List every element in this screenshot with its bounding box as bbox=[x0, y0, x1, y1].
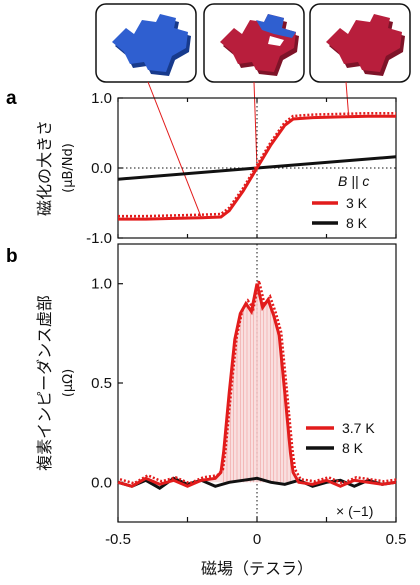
inset-panel-all-blue bbox=[95, 3, 197, 83]
panel-a-ytick-label: -1.0 bbox=[86, 230, 112, 247]
inset-connector-3 bbox=[345, 81, 350, 117]
panel-b-xlabel: 磁場（テスラ） bbox=[201, 559, 313, 578]
panel-a-series-3k-sweep bbox=[118, 111, 396, 218]
inset-connector-1 bbox=[147, 81, 202, 218]
panel-b-legend-label: 8 K bbox=[342, 440, 364, 456]
inset-panel-mixed bbox=[203, 3, 305, 83]
panel-a-ticks bbox=[117, 97, 397, 239]
panel-a-letter: a bbox=[6, 88, 17, 109]
panel-b-chart: 1.0 0.5 0.0 -0.5 0 0.5 × (−1) 3.7 K 8 K bbox=[91, 243, 406, 548]
panel-b-legend-label: 3.7 K bbox=[342, 420, 375, 436]
panel-b-ytick-label: 0.0 bbox=[91, 474, 112, 491]
panel-a-chart: 1.00.0-1.0 B || c 3 K8 K bbox=[86, 90, 397, 247]
panel-a-ylabel: 磁化の大きさ bbox=[35, 120, 54, 216]
panel-b-xtick-label: 0 bbox=[253, 531, 261, 548]
panel-a-tick-labels: 1.0 0.0 -1.0 bbox=[86, 90, 112, 247]
panel-a-series bbox=[117, 111, 397, 221]
panel-b-series-8k bbox=[117, 476, 397, 490]
domain-insets bbox=[95, 3, 411, 83]
panel-b-fill bbox=[118, 283, 396, 483]
panel-a-ytick-label: 0.0 bbox=[91, 160, 112, 177]
panel-a-ytick-label: 1.0 bbox=[91, 90, 112, 107]
inset-panel-all-red bbox=[309, 3, 411, 83]
domain-wall-gap bbox=[268, 36, 284, 46]
panel-b-yunit: (μΩ) bbox=[61, 369, 76, 397]
panel-a-legend-label: 8 K bbox=[346, 215, 368, 231]
panel-b-tick-labels: 1.0 0.5 0.0 -0.5 0 0.5 bbox=[91, 276, 406, 548]
panel-b-ytick-label: 0.5 bbox=[91, 375, 112, 392]
panel-a-annotation: B || c bbox=[338, 173, 369, 189]
panel-b-series-3-7k bbox=[117, 283, 397, 488]
panel-b-ytick-label: 1.0 bbox=[91, 276, 112, 293]
blue-domain-remnant bbox=[256, 14, 296, 38]
panel-b-xtick-label: 0.5 bbox=[386, 531, 407, 548]
panel-a-legend: 3 K8 K bbox=[312, 195, 368, 231]
panel-b-legend: 3.7 K 8 K bbox=[306, 420, 375, 456]
panel-b-ylabel: 複素インピーダンス虚部 bbox=[35, 295, 54, 471]
panel-b-annotation: × (−1) bbox=[336, 503, 373, 519]
panel-b-xtick-label: -0.5 bbox=[105, 531, 131, 548]
panel-b-series bbox=[117, 280, 399, 490]
inset-connector-lines bbox=[147, 81, 350, 218]
panel-a-series-3k bbox=[118, 114, 396, 221]
blue-domain-shape bbox=[112, 14, 188, 72]
panel-a-legend-label: 3 K bbox=[346, 195, 368, 211]
panel-b-letter: b bbox=[6, 246, 18, 267]
red-domain-shape bbox=[326, 14, 402, 72]
panel-a-yunit: (μB/Nd) bbox=[61, 143, 76, 193]
inset-connector-2 bbox=[253, 81, 258, 169]
